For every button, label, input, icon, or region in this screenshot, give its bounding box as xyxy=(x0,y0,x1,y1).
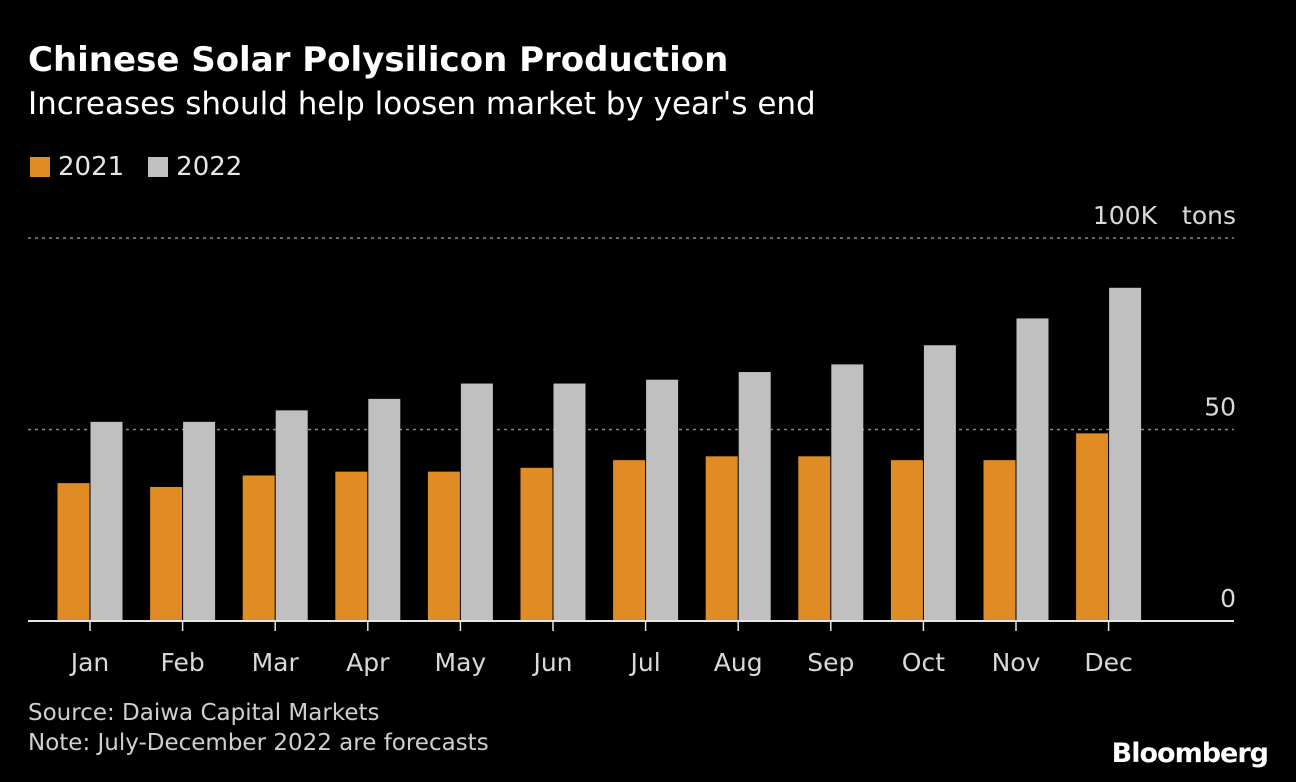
legend-swatch-2021 xyxy=(30,157,50,177)
x-tick-label-oct: Oct xyxy=(902,648,945,677)
bar-2021-oct xyxy=(890,460,923,621)
bar-2022-jun xyxy=(553,383,586,621)
y-unit-label: tons xyxy=(1182,201,1236,230)
bar-2022-mar xyxy=(275,410,308,621)
bar-2021-dec xyxy=(1076,433,1109,621)
legend: 2021 2022 xyxy=(30,152,266,182)
bar-2022-feb xyxy=(183,421,216,621)
bloomberg-logo: Bloomberg xyxy=(1111,738,1269,769)
bar-2022-oct xyxy=(923,345,956,621)
bar-2021-jun xyxy=(520,467,553,621)
bar-2022-aug xyxy=(738,372,771,621)
y-tick-label-50: 50 xyxy=(1204,393,1236,422)
x-tick-label-sep: Sep xyxy=(807,648,854,677)
chart-title: Chinese Solar Polysilicon Production xyxy=(28,40,729,80)
y-tick-label-100: 100K xyxy=(1093,201,1158,230)
legend-label-2022: 2022 xyxy=(176,152,243,182)
x-tick-label-jan: Jan xyxy=(69,648,110,677)
bar-2021-may xyxy=(427,471,460,621)
legend-item-2021: 2021 xyxy=(30,152,124,182)
bar-2022-jan xyxy=(90,421,123,621)
x-tick-label-jul: Jul xyxy=(629,648,661,677)
bar-2021-jul xyxy=(613,460,646,621)
x-tick-label-dec: Dec xyxy=(1084,648,1132,677)
bar-2021-apr xyxy=(335,471,368,621)
bar-2022-sep xyxy=(831,364,864,621)
bar-2021-mar xyxy=(242,475,275,621)
y-tick-label-0: 0 xyxy=(1220,584,1236,613)
bar-2022-may xyxy=(460,383,493,621)
x-tick-label-jun: Jun xyxy=(531,648,572,677)
source-note: Source: Daiwa Capital Markets xyxy=(28,700,380,726)
bar-2021-sep xyxy=(798,456,831,621)
legend-swatch-2022 xyxy=(148,157,169,177)
x-tick-label-nov: Nov xyxy=(992,648,1041,677)
forecast-note: Note: July-December 2022 are forecasts xyxy=(28,730,489,756)
bar-2022-apr xyxy=(368,398,401,621)
x-tick-label-mar: Mar xyxy=(252,648,300,677)
bar-2021-jan xyxy=(57,483,90,621)
bar-2021-aug xyxy=(705,456,738,621)
x-tick-label-apr: Apr xyxy=(346,648,390,677)
bar-2022-nov xyxy=(1016,318,1049,621)
x-tick-label-may: May xyxy=(435,648,487,677)
bar-2022-jul xyxy=(646,379,679,621)
bar-2021-nov xyxy=(983,460,1016,621)
legend-item-2022: 2022 xyxy=(148,152,242,182)
bar-2021-feb xyxy=(150,486,183,621)
x-tick-label-aug: Aug xyxy=(714,648,763,677)
legend-label-2021: 2021 xyxy=(58,152,125,182)
bar-2022-dec xyxy=(1109,287,1142,621)
x-tick-label-feb: Feb xyxy=(160,648,204,677)
chart-subtitle: Increases should help loosen market by y… xyxy=(28,86,816,122)
